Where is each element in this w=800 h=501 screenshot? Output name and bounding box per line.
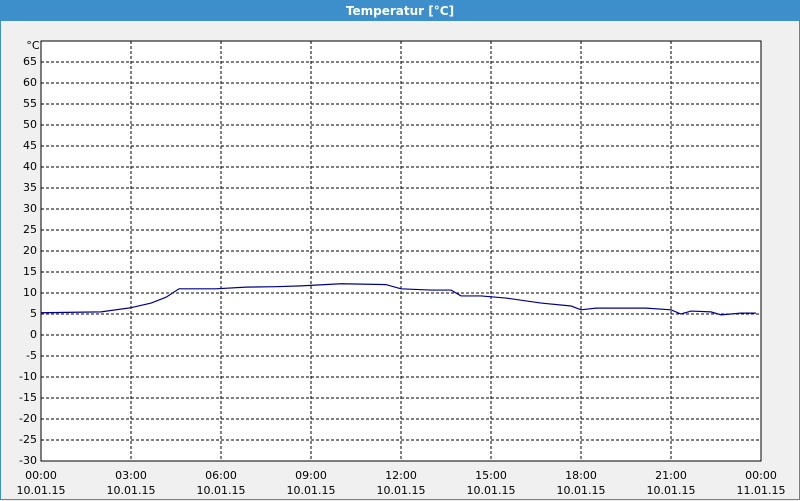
plot-border [40, 40, 762, 462]
y-tick-label: 10 [23, 286, 37, 299]
x-tick-label: 09:00 [295, 469, 327, 482]
data-line [40, 283, 756, 316]
y-tick-label: 35 [23, 181, 37, 194]
y-tick-label: 30 [23, 202, 37, 215]
x-tick-date: 10.01.15 [107, 484, 156, 497]
x-tick-label: 15:00 [475, 469, 507, 482]
x-tick-label: 21:00 [655, 469, 687, 482]
x-tick-date: 10.01.15 [17, 484, 66, 497]
y-tick-label: -10 [19, 370, 37, 383]
x-tick-date: 10.01.15 [377, 484, 426, 497]
y-tick-label: 15 [23, 265, 37, 278]
y-tick-label: -30 [19, 454, 37, 467]
x-tick-label: 12:00 [385, 469, 417, 482]
x-tick-label: 00:00 [745, 469, 777, 482]
y-tick-label: 50 [23, 118, 37, 131]
x-tick-date: 11.01.15 [737, 484, 786, 497]
y-tick-label: 55 [23, 97, 37, 110]
y-tick-label: 45 [23, 139, 37, 152]
y-tick-label: -5 [26, 349, 37, 362]
x-tick-label: 00:00 [25, 469, 57, 482]
y-tick-label: -15 [19, 391, 37, 404]
y-tick-label: 40 [23, 160, 37, 173]
y-tick-label: -20 [19, 412, 37, 425]
x-tick-date: 10.01.15 [557, 484, 606, 497]
x-tick-label: 06:00 [205, 469, 237, 482]
y-axis-label: °C [26, 39, 40, 52]
y-tick-label: 60 [23, 76, 37, 89]
y-tick-label: 5 [30, 307, 37, 320]
y-tick-label: -25 [19, 433, 37, 446]
x-tick-date: 10.01.15 [467, 484, 516, 497]
x-tick-date: 10.01.15 [287, 484, 336, 497]
title-bar: Temperatur [°C] [1, 1, 799, 21]
y-tick-label: 20 [23, 244, 37, 257]
y-tick-label: 65 [23, 55, 37, 68]
x-tick-date: 10.01.15 [647, 484, 696, 497]
y-tick-label: 0 [30, 328, 37, 341]
y-tick-label: 25 [23, 223, 37, 236]
x-tick-date: 10.01.15 [197, 484, 246, 497]
x-tick-label: 03:00 [115, 469, 147, 482]
x-tick-label: 18:00 [565, 469, 597, 482]
